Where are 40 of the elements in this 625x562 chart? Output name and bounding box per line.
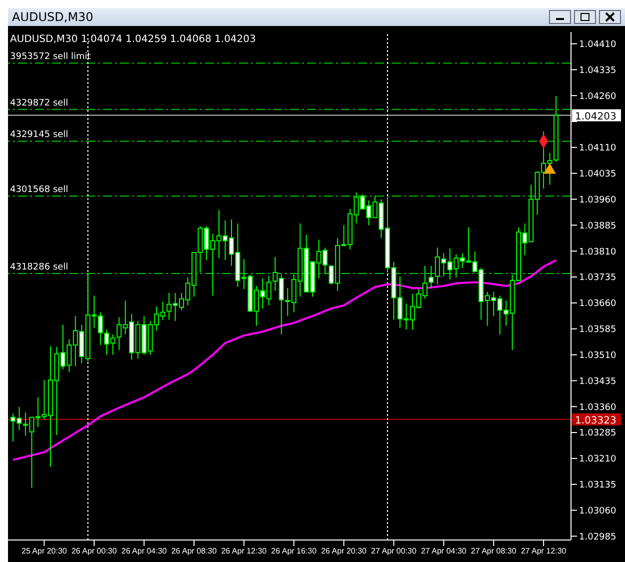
y-tick-label: 1.03435	[579, 376, 616, 387]
x-tick-label: 27 Apr 00:30	[371, 546, 417, 556]
y-tick-label: 1.03360	[579, 402, 616, 413]
ref-line-label: 4329872 sell	[10, 98, 68, 108]
x-tick-label: 27 Apr 08:30	[470, 546, 517, 556]
x-tick-label: 27 Apr 12:30	[520, 546, 567, 556]
y-tick-label: 1.03210	[579, 454, 616, 465]
y-tick-label: 1.03285	[579, 428, 616, 439]
y-tick-label: 1.04335	[579, 66, 616, 76]
ref-line-label: 4329145 sell	[10, 130, 68, 140]
y-tick-label: 1.03960	[579, 195, 616, 206]
y-tick-label: 1.03060	[579, 506, 616, 516]
x-tick-label: 26 Apr 04:30	[121, 546, 168, 556]
y-tick-label: 1.03585	[579, 325, 616, 336]
y-tick-label: 1.03660	[579, 299, 616, 310]
y-tick-label: 1.03810	[579, 247, 616, 258]
candlestick	[428, 265, 434, 289]
y-tick-label: 1.04260	[579, 92, 616, 102]
y-tick-label: 1.04110	[579, 144, 616, 154]
chart-subtitle: AUDUSD,M30 1.04074 1.04259 1.04068 1.04203	[10, 34, 256, 45]
ref-line-label: 1.03323	[575, 415, 616, 426]
x-tick-label: 26 Apr 20:30	[321, 546, 368, 556]
y-tick-label: 1.04035	[579, 170, 616, 180]
x-tick-label: 25 Apr 20:30	[22, 546, 68, 556]
x-tick-label: 27 Apr 04:30	[420, 546, 467, 556]
y-tick-label: 1.02985	[579, 532, 616, 542]
x-tick-label: 26 Apr 16:30	[271, 546, 318, 556]
y-tick-label: 1.04410	[579, 40, 616, 50]
y-tick-label: 1.03135	[579, 480, 616, 491]
chart-title: AUDUSD,M30	[12, 10, 94, 24]
y-tick-label: 1.03735	[579, 273, 616, 284]
x-tick-label: 26 Apr 08:30	[171, 546, 218, 556]
y-tick-label: 1.03510	[579, 350, 616, 361]
y-tick-label: 1.03885	[579, 221, 616, 232]
ref-line-label: 1.04203	[575, 111, 616, 122]
ref-line-label: 4301568 sell	[10, 185, 68, 196]
x-tick-label: 26 Apr 12:30	[221, 546, 268, 556]
ref-line-label: 4318286 sell	[10, 262, 68, 273]
ref-line-label: 3953572 sell limit	[10, 52, 92, 62]
x-tick-label: 26 Apr 00:30	[71, 546, 118, 556]
